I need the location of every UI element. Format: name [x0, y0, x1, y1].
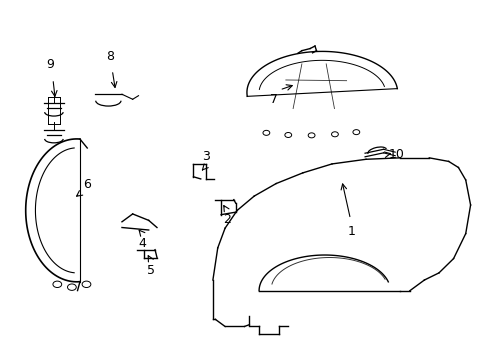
Text: 6: 6: [83, 178, 91, 191]
Text: 5: 5: [147, 264, 155, 276]
Text: 4: 4: [138, 237, 146, 250]
Text: 1: 1: [347, 225, 355, 238]
Text: 7: 7: [269, 93, 277, 106]
Text: 2: 2: [223, 213, 231, 226]
Text: 10: 10: [387, 148, 404, 161]
Text: 3: 3: [201, 150, 209, 163]
Text: 8: 8: [105, 50, 114, 63]
Text: 9: 9: [46, 58, 54, 71]
